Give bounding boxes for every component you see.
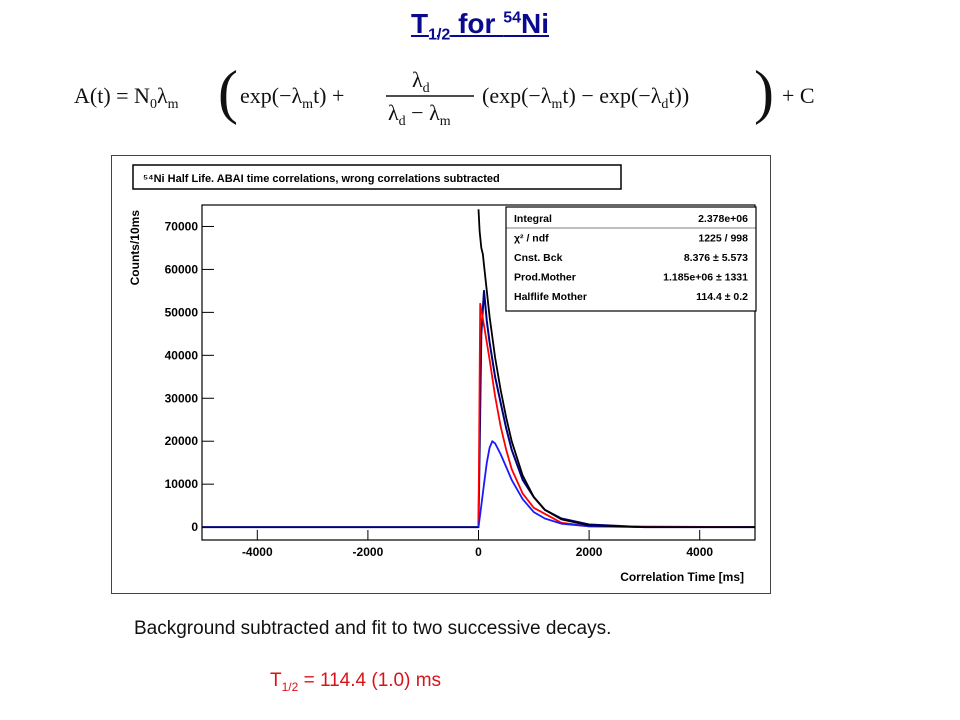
stats-label: Prod.Mother (514, 272, 576, 284)
y-tick-label: 20000 (165, 434, 199, 448)
stats-label: Halflife Mother (514, 291, 587, 303)
formula-lhs: A(t) = N (74, 83, 150, 108)
y-tick-label: 30000 (165, 391, 199, 405)
svg-text:(exp(−λmt) − exp(−λdt)): (exp(−λmt) − exp(−λdt)) (482, 83, 689, 112)
stats-value: 8.376 ± 5.573 (684, 252, 748, 264)
stats-value: 114.4 ± 0.2 (696, 291, 748, 303)
y-tick-label: 50000 (165, 305, 199, 319)
chart-title-box (132, 164, 622, 190)
formula-paren-b: t) − exp(−λ (562, 83, 661, 108)
y-tick-label: 40000 (165, 348, 199, 362)
formula-paren-a-sub: m (552, 97, 563, 112)
formula-paren-b-sub: d (661, 97, 668, 112)
title-text: T1/2 for 54Ni (410, 8, 550, 44)
series-total-fit (477, 209, 755, 529)
formula-tail: + C (782, 83, 815, 108)
formula-paren-c: t)) (668, 83, 689, 108)
stats-entries: Integral 2.378e+06 χ² / ndf 1225 / 998 Cnst.… (514, 213, 748, 303)
curves (202, 209, 756, 529)
title-sup: 54 (503, 9, 522, 27)
formula-n0-sub: 0 (150, 97, 157, 112)
frac-den-sub2: m (440, 114, 451, 129)
title-mid: for (450, 8, 504, 39)
frac-num: λ (412, 67, 423, 92)
x-tick-label: -4000 (242, 545, 273, 559)
x-axis-label: Correlation Time [ms] (620, 570, 744, 584)
title-sub: 1/2 (428, 26, 451, 44)
stats-value: 1225 / 998 (698, 233, 748, 245)
slide-title: T1/2 for 54Ni (0, 8, 960, 45)
x-tick-label: 2000 (576, 545, 603, 559)
formula-exp1: exp(−λ (240, 83, 302, 108)
y-tick-label: 10000 (165, 477, 199, 491)
caption: Background subtracted and fit to two suc… (134, 618, 612, 639)
formula-paren-a: (exp(−λ (482, 83, 552, 108)
svg-text:A(t) = N0λm: A(t) = N0λm (74, 83, 179, 112)
formula-lambda: λ (157, 83, 168, 108)
stats-label: Integral (514, 213, 552, 225)
big-paren-close: ) (754, 60, 774, 125)
y-axis-label: Counts/10ms (128, 210, 142, 286)
decay-formula: A(t) = N0λm ( exp(−λmt) + λd λd − λm (ex… (74, 60, 815, 129)
formula-exp1-end: t) + (313, 83, 344, 108)
axis-ticks: -4000 -2000 0 2000 4000010000200003000040000… (165, 219, 714, 559)
svg-text:exp(−λmt) +: exp(−λmt) + (240, 83, 344, 112)
formula-exp1-sub: m (302, 97, 313, 112)
svg-text:λd: λd (412, 67, 430, 96)
series-mother (477, 302, 756, 528)
halflife-chart: ⁵⁴Ni Half Life. ABAI time correlations, … (128, 164, 757, 584)
result-value: = 114.4 (1.0) ms (298, 670, 442, 691)
formula-m-sub: m (168, 97, 179, 112)
title-t: T (410, 8, 429, 39)
stats-label: χ² / ndf (514, 233, 549, 245)
series-daughter (477, 440, 755, 529)
frac-den: λ (388, 100, 399, 125)
x-tick-label: -2000 (353, 545, 384, 559)
frac-den-sub: d (399, 114, 406, 129)
halflife-result: T1/2 = 114.4 (1.0) ms (270, 670, 441, 694)
plot-area (201, 204, 756, 541)
stats-value: 2.378e+06 (698, 213, 748, 225)
chart-title: ⁵⁴Ni Half Life. ABAI time correlations, … (143, 173, 500, 185)
title-end: Ni (521, 8, 550, 39)
y-tick-label: 0 (191, 520, 198, 534)
stats-label: Cnst. Bck (514, 252, 563, 264)
y-tick-label: 70000 (165, 219, 199, 233)
big-paren-open: ( (218, 60, 238, 125)
stats-value: 1.185e+06 ± 1331 (663, 272, 748, 284)
y-tick-label: 60000 (165, 262, 199, 276)
svg-text:λd − λm: λd − λm (388, 100, 451, 129)
result-sub: 1/2 (281, 679, 299, 694)
frac-num-sub: d (423, 81, 430, 96)
x-tick-label: 4000 (686, 545, 713, 559)
result-t: T (270, 670, 282, 691)
frac-minus: − λ (406, 100, 440, 125)
stats-box (505, 206, 757, 312)
x-tick-label: 0 (475, 545, 482, 559)
